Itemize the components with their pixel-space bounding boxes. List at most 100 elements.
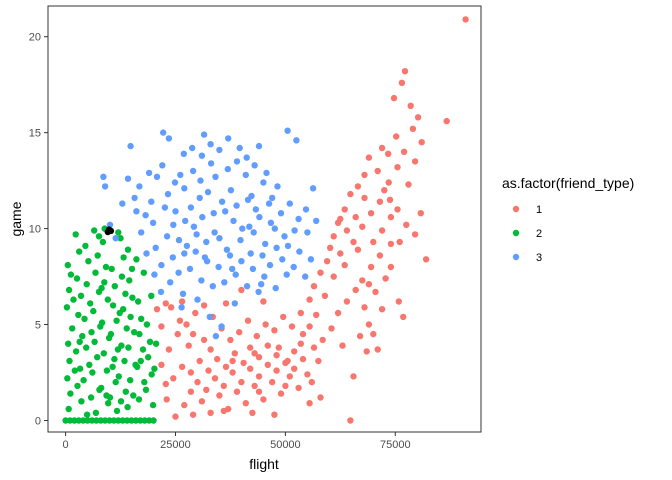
data-point bbox=[129, 294, 136, 301]
data-point bbox=[394, 164, 401, 171]
data-point bbox=[283, 271, 290, 278]
data-point bbox=[80, 417, 87, 424]
data-point bbox=[299, 330, 307, 338]
data-point bbox=[381, 187, 388, 194]
data-point bbox=[112, 378, 119, 386]
data-point bbox=[158, 361, 165, 368]
data-point bbox=[137, 417, 144, 424]
data-point bbox=[98, 284, 105, 292]
data-point bbox=[152, 244, 159, 251]
data-point bbox=[273, 367, 280, 374]
data-point bbox=[152, 340, 160, 347]
data-point bbox=[193, 231, 200, 238]
data-point bbox=[405, 181, 412, 188]
data-point bbox=[65, 340, 72, 347]
data-point bbox=[227, 336, 234, 344]
data-point bbox=[145, 354, 152, 361]
data-point bbox=[378, 306, 386, 313]
data-point bbox=[71, 367, 79, 374]
data-point bbox=[140, 269, 147, 276]
data-point bbox=[145, 417, 153, 424]
data-point bbox=[117, 235, 124, 242]
data-point bbox=[89, 369, 96, 376]
data-point bbox=[284, 242, 292, 250]
data-point bbox=[222, 208, 229, 215]
data-point bbox=[117, 398, 125, 405]
data-point bbox=[274, 183, 281, 190]
data-point bbox=[132, 417, 140, 424]
data-point bbox=[343, 227, 351, 234]
data-point bbox=[255, 373, 263, 380]
data-point bbox=[107, 330, 115, 338]
data-point bbox=[361, 171, 368, 179]
data-point bbox=[141, 417, 148, 424]
data-point bbox=[133, 208, 140, 215]
data-point bbox=[185, 342, 192, 349]
y-axis: 0 5 10 15 20 bbox=[29, 32, 48, 427]
data-point bbox=[295, 384, 302, 392]
data-point bbox=[192, 309, 199, 317]
data-point bbox=[295, 215, 302, 223]
data-point bbox=[131, 329, 138, 336]
data-point bbox=[92, 269, 99, 276]
data-point bbox=[109, 302, 117, 309]
data-point bbox=[207, 141, 214, 148]
data-point bbox=[72, 231, 79, 238]
data-point bbox=[291, 348, 298, 355]
data-point bbox=[153, 306, 161, 313]
data-point bbox=[302, 206, 310, 213]
data-point bbox=[172, 208, 179, 215]
data-point bbox=[171, 179, 179, 186]
data-point bbox=[288, 323, 296, 330]
data-point bbox=[365, 281, 373, 288]
data-point bbox=[390, 94, 398, 102]
data-point bbox=[127, 313, 134, 321]
data-point bbox=[88, 417, 96, 424]
data-point bbox=[230, 217, 237, 225]
data-point bbox=[109, 363, 116, 370]
data-point bbox=[122, 290, 129, 297]
data-point bbox=[233, 388, 241, 395]
data-point bbox=[141, 378, 148, 386]
data-point bbox=[411, 231, 419, 238]
data-point bbox=[212, 332, 220, 340]
data-point bbox=[127, 377, 134, 384]
data-point bbox=[174, 330, 181, 338]
data-point bbox=[327, 244, 334, 251]
data-point bbox=[163, 233, 171, 240]
data-point bbox=[315, 357, 322, 365]
data-point bbox=[356, 332, 364, 340]
data-point bbox=[181, 250, 188, 257]
data-point bbox=[94, 252, 101, 259]
data-point bbox=[124, 175, 132, 182]
data-point bbox=[236, 144, 243, 152]
data-point bbox=[86, 361, 93, 368]
data-point bbox=[374, 346, 381, 353]
data-point bbox=[232, 271, 239, 278]
data-point bbox=[279, 256, 286, 263]
data-point bbox=[247, 344, 254, 351]
data-point bbox=[462, 16, 469, 23]
data-point bbox=[321, 292, 329, 299]
data-point bbox=[343, 298, 351, 305]
data-point bbox=[261, 273, 268, 280]
data-point bbox=[189, 330, 197, 338]
data-point bbox=[69, 325, 76, 332]
data-point bbox=[271, 225, 278, 232]
data-point bbox=[260, 298, 267, 305]
data-point bbox=[100, 350, 108, 357]
data-point bbox=[88, 329, 95, 336]
legend-label: 3 bbox=[536, 252, 542, 264]
data-point bbox=[162, 300, 169, 307]
data-point bbox=[238, 286, 245, 294]
data-point bbox=[124, 246, 132, 253]
data-point bbox=[83, 411, 91, 418]
data-point bbox=[258, 281, 265, 288]
data-point bbox=[98, 319, 106, 326]
data-point bbox=[363, 348, 370, 355]
data-point bbox=[177, 171, 184, 179]
data-point bbox=[192, 248, 199, 255]
data-point bbox=[341, 206, 348, 213]
data-point bbox=[334, 309, 342, 317]
data-point bbox=[101, 183, 109, 190]
